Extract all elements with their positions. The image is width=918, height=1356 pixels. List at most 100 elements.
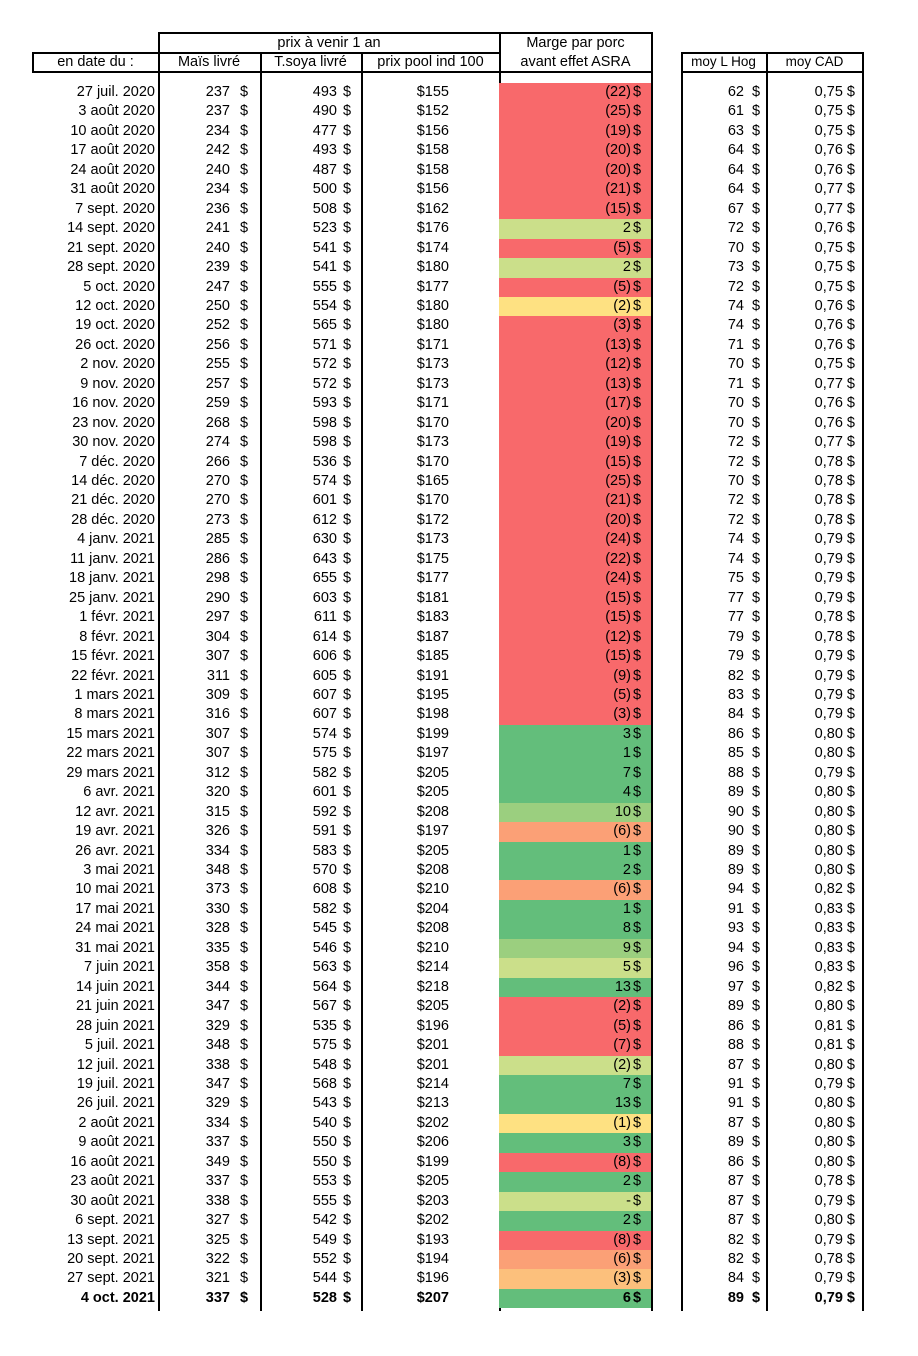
cell-soya: 614 <box>312 628 337 645</box>
header-marge-line1: Marge par porc <box>526 35 625 51</box>
cell-hog-currency: $ <box>752 297 761 314</box>
table-row: 24 août 2020 240 $487 $ $158 (20) $64 $0,76 $ <box>0 160 918 181</box>
cell-marge-currency: $ <box>633 336 642 353</box>
cell-pool: $205 <box>416 998 449 1015</box>
cell-marge: (13) <box>605 375 631 392</box>
cell-marge-currency: $ <box>633 589 642 606</box>
cell-soya: 487 <box>312 161 337 178</box>
cell-soya-currency: $ <box>343 122 352 139</box>
cell-cad: 0,83 $ <box>814 920 855 937</box>
cell-hog-currency: $ <box>752 317 761 334</box>
cell-mais-currency: $ <box>240 842 249 859</box>
cell-hog: 72 <box>727 492 744 509</box>
cell-soya-currency: $ <box>343 103 352 120</box>
cell-pool: $202 <box>416 1212 449 1229</box>
cell-mais: 329 <box>205 1017 230 1034</box>
cell-cad: 0,79 $ <box>814 1192 855 1209</box>
cell-mais: 270 <box>205 473 230 489</box>
cell-hog: 93 <box>727 920 744 937</box>
cell-mais: 270 <box>205 492 230 509</box>
cell-pool: $171 <box>416 336 449 353</box>
cell-pool: $173 <box>416 434 449 451</box>
cell-mais: 234 <box>205 181 230 198</box>
cell-mais: 268 <box>205 414 230 431</box>
cell-hog: 97 <box>727 978 744 995</box>
cell-hog-currency: $ <box>752 725 761 742</box>
cell-marge-currency: $ <box>633 803 642 820</box>
cell-soya-currency: $ <box>343 434 352 451</box>
cell-marge: 3 <box>622 1134 631 1151</box>
cell-soya: 612 <box>312 511 337 528</box>
table-row: 10 août 2020 234 $477 $ $156 (19) $63 $0,75 $ <box>0 121 918 142</box>
cell-cad: 0,75 $ <box>814 259 855 276</box>
cell-soya-currency: $ <box>343 142 352 159</box>
cell-soya-currency: $ <box>343 862 352 878</box>
marge-color-fill <box>499 491 651 511</box>
marge-color-fill <box>499 569 651 589</box>
column-divider-right-start <box>681 52 683 1311</box>
header-mais: Maïs livré <box>177 54 241 70</box>
cell-hog-currency: $ <box>752 823 761 840</box>
cell-marge-currency: $ <box>633 609 642 626</box>
cell-marge-currency: $ <box>633 784 642 801</box>
cell-mais-currency: $ <box>240 686 249 703</box>
cell-mais-currency: $ <box>240 920 249 937</box>
cell-soya: 554 <box>312 297 337 314</box>
cell-date: 25 janv. 2021 <box>69 589 155 606</box>
cell-marge: (13) <box>605 336 631 353</box>
cell-soya-currency: $ <box>343 181 352 198</box>
cell-mais: 328 <box>205 920 230 937</box>
cell-pool: $180 <box>416 317 449 334</box>
marge-color-fill <box>499 219 651 239</box>
cell-cad: 0,76 $ <box>814 395 855 412</box>
cell-date: 12 oct. 2020 <box>75 297 155 314</box>
cell-date: 15 févr. 2021 <box>71 648 155 665</box>
cell-date: 6 avr. 2021 <box>83 784 155 801</box>
cell-date: 3 août 2020 <box>78 103 155 120</box>
column-divider-right-end <box>862 52 864 1311</box>
cell-date: 14 sept. 2020 <box>67 220 155 237</box>
cell-mais-currency: $ <box>240 1134 249 1151</box>
cell-mais: 338 <box>205 1192 230 1209</box>
cell-soya-currency: $ <box>343 1075 352 1092</box>
cell-cad: 0,80 $ <box>814 1153 855 1170</box>
cell-hog: 72 <box>727 220 744 237</box>
cell-hog: 61 <box>727 103 744 120</box>
cell-cad: 0,80 $ <box>814 1056 855 1073</box>
cell-mais: 335 <box>205 939 230 956</box>
cell-soya-currency: $ <box>343 706 352 723</box>
cell-cad: 0,75 $ <box>814 239 855 256</box>
cell-hog: 96 <box>727 959 744 976</box>
marge-color-fill <box>499 744 651 764</box>
cell-marge: 2 <box>622 259 631 276</box>
cell-hog-currency: $ <box>752 706 761 723</box>
cell-pool: $205 <box>416 1173 449 1190</box>
cell-hog-currency: $ <box>752 550 761 567</box>
cell-marge: (15) <box>605 200 631 217</box>
cell-date: 7 sept. 2020 <box>75 200 155 217</box>
cell-pool: $152 <box>416 103 449 120</box>
cell-date: 5 oct. 2020 <box>83 278 155 295</box>
cell-mais: 234 <box>205 122 230 139</box>
cell-marge-currency: $ <box>633 181 642 198</box>
cell-soya-currency: $ <box>343 764 352 781</box>
cell-mais-currency: $ <box>240 103 249 120</box>
cell-soya-currency: $ <box>343 1192 352 1209</box>
cell-date: 30 août 2021 <box>70 1192 155 1209</box>
table-row: 24 mai 2021 328 $545 $ $208 8 $93 $0,83 $ <box>0 919 918 939</box>
cell-mais-currency: $ <box>240 1095 249 1112</box>
cell-mais-currency: $ <box>240 1192 249 1209</box>
table-row: 30 août 2021 338 $555 $ $203- $87 $0,79 $ <box>0 1191 918 1212</box>
cell-marge-currency: $ <box>633 628 642 645</box>
cell-soya: 575 <box>312 1037 337 1054</box>
cell-hog-currency: $ <box>752 278 761 295</box>
cell-mais: 237 <box>205 103 230 120</box>
marge-color-fill <box>499 1113 651 1134</box>
cell-soya: 542 <box>312 1212 337 1229</box>
cell-date: 17 août 2020 <box>70 142 155 159</box>
cell-marge-currency: $ <box>633 648 642 665</box>
cell-hog: 74 <box>727 531 744 548</box>
cell-mais-currency: $ <box>240 434 249 451</box>
cell-hog-currency: $ <box>752 842 761 859</box>
